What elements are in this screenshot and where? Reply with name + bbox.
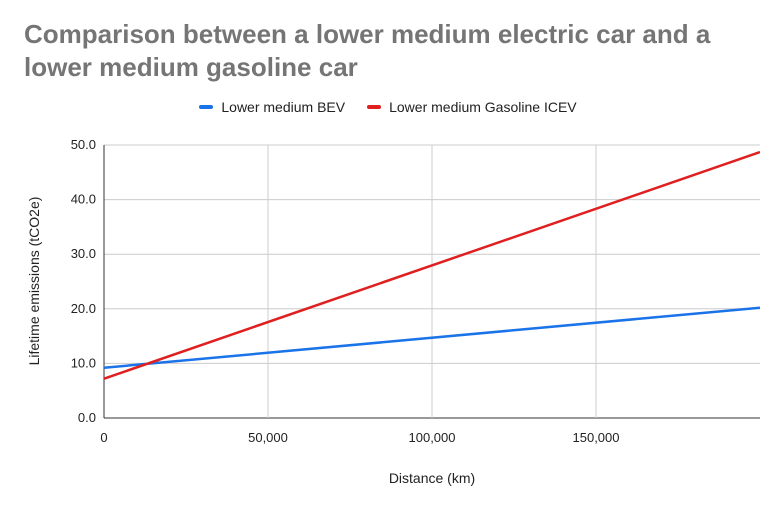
legend-item-bev: Lower medium BEV — [199, 99, 345, 115]
series-lines — [104, 150, 760, 380]
chart-title: Comparison between a lower medium electr… — [24, 19, 711, 82]
y-tick-label: 50.0 — [71, 137, 96, 152]
legend-item-icev: Lower medium Gasoline ICEV — [367, 99, 577, 115]
x-tick-label: 100,000 — [409, 430, 456, 445]
x-tick-label: 0 — [100, 430, 107, 445]
y-tick-label: 20.0 — [71, 301, 96, 316]
y-tick-label: 10.0 — [71, 355, 96, 370]
x-tick-label: 150,000 — [573, 430, 620, 445]
x-tick-label: 50,000 — [248, 430, 288, 445]
legend-swatch-icev — [367, 105, 382, 109]
x-tick-labels: 0 50,000 100,000 150,000 — [100, 430, 619, 445]
y-tick-label: 40.0 — [71, 192, 96, 207]
grid-lines — [103, 144, 760, 419]
y-tick-label: 0.0 — [78, 410, 96, 425]
legend-swatch-bev — [199, 105, 214, 109]
x-axis-label: Distance (km) — [389, 470, 475, 486]
legend-label-icev: Lower medium Gasoline ICEV — [389, 99, 577, 115]
chart-legend: Lower medium BEV Lower medium Gasoline I… — [0, 99, 776, 115]
y-tick-label: 30.0 — [71, 246, 96, 261]
series-line-bev — [104, 306, 760, 370]
y-tick-labels: 0.0 10.0 20.0 30.0 40.0 50.0 — [71, 137, 96, 425]
series-line-icev — [104, 150, 760, 380]
y-axis-label: Lifetime emissions (tCO2e) — [26, 197, 42, 366]
legend-label-bev: Lower medium BEV — [221, 99, 346, 115]
